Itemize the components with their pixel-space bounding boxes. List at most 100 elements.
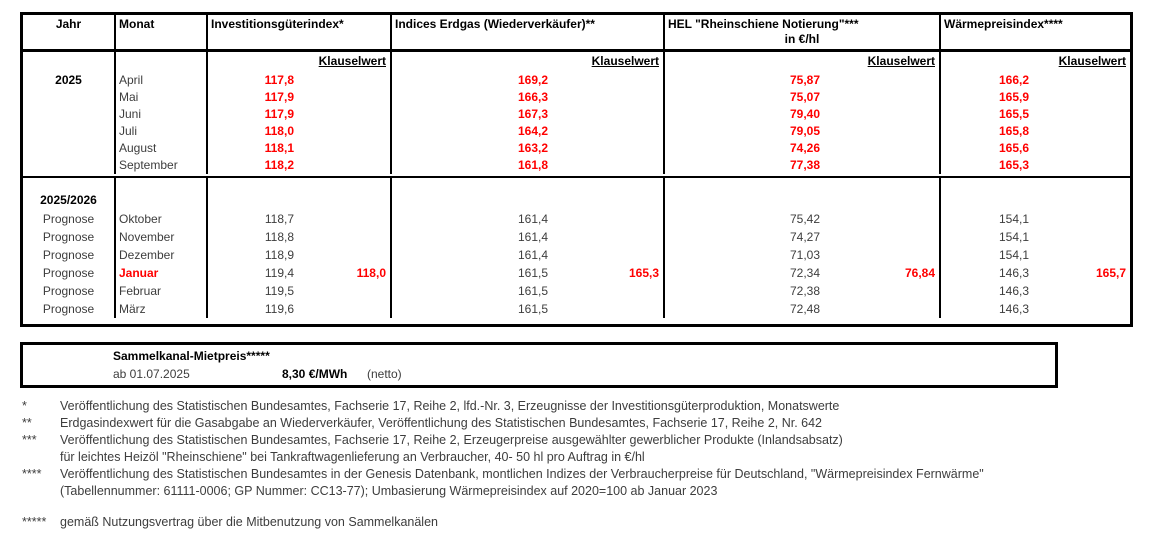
header-investitionsgueterindex: Investitionsgüterindex* — [208, 15, 392, 49]
header-hel: HEL "Rheinschiene Notierung"*** in €/hl — [665, 15, 941, 49]
invest-cell: 118,0 — [208, 123, 392, 140]
waerme-cell: 165,6 — [998, 141, 1029, 155]
hel-cell: 74,26 — [665, 140, 941, 157]
rental-price-valid-from: ab 01.07.2025 — [113, 367, 190, 381]
month-cell: Oktober — [116, 210, 208, 228]
invest-cell: 117,9 — [208, 106, 392, 123]
footnote-text: Veröffentlichung des Statistischen Bunde… — [60, 433, 843, 447]
table-row-september: September 118,2 161,8 77,38 165,3 — [23, 157, 1130, 174]
waerme-cell: 166,2 — [998, 73, 1029, 87]
footnote-text: Erdgasindexwert für die Gasabgabe an Wie… — [60, 416, 823, 430]
footnote-marker: *** — [22, 433, 37, 447]
erdgas-cell: 164,2 — [392, 123, 665, 140]
footnote-marker: * — [22, 399, 27, 413]
hel-cell: 77,38 — [665, 157, 941, 174]
footnote-marker: **** — [22, 467, 42, 481]
prognose-cell: Prognose — [23, 210, 116, 228]
hel-cell: 72,48 — [665, 300, 941, 318]
footnote-4: **** Veröffentlichung des Statistischen … — [22, 466, 1142, 483]
erdgas-cell: 167,3 — [392, 106, 665, 123]
table-row-november: Prognose November 118,8 161,4 74,27 154,… — [23, 228, 1130, 246]
invest-cell: 119,4 118,0 — [208, 264, 392, 282]
table-row-august: August 118,1 163,2 74,26 165,6 — [23, 140, 1130, 157]
hel-cell: 75,07 — [665, 89, 941, 106]
prognose-cell: Prognose — [23, 228, 116, 246]
month-cell: November — [116, 228, 208, 246]
hel-cell: 79,05 — [665, 123, 941, 140]
klauselwert-value: 76,84 — [904, 266, 935, 280]
footnote-2: ** Erdgasindexwert für die Gasabgabe an … — [22, 415, 1142, 432]
month-cell: August — [116, 140, 208, 157]
footnotes: * Veröffentlichung des Statistischen Bun… — [22, 398, 1142, 531]
month-cell: Juni — [116, 106, 208, 123]
table-row-oktober: Prognose Oktober 118,7 161,4 75,42 154,1 — [23, 210, 1130, 228]
hel-cell: 72,34 76,84 — [665, 264, 941, 282]
hel-cell: 72,38 — [665, 282, 941, 300]
header-jahr: Jahr — [23, 15, 116, 49]
footnote-text: Veröffentlichung des Statistischen Bunde… — [60, 399, 840, 413]
klauselwert-label: Klauselwert — [867, 54, 935, 68]
waerme-cell: 154,1 — [998, 212, 1029, 226]
table-row-juni: Juni 117,9 167,3 79,40 165,5 — [23, 106, 1130, 123]
prognose-cell: Prognose — [23, 282, 116, 300]
month-cell: April — [116, 72, 208, 89]
erdgas-cell: 161,4 — [392, 246, 665, 264]
erdgas-cell: 166,3 — [392, 89, 665, 106]
year-cell: 2025/2026 — [23, 191, 116, 210]
erdgas-cell: 161,4 — [392, 210, 665, 228]
footnote-text: für leichtes Heizöl "Rheinschiene" bei T… — [60, 450, 645, 464]
waerme-cell: 154,1 — [998, 248, 1029, 262]
erdgas-cell: 161,5 — [392, 282, 665, 300]
invest-cell: 118,7 — [208, 210, 392, 228]
klauselwert-header-row: Klauselwert Klauselwert Klauselwert Klau… — [23, 52, 1130, 72]
footnote-marker — [22, 483, 60, 500]
waerme-cell: 154,1 — [998, 230, 1029, 244]
waerme-cell: 146,3 165,7 — [941, 264, 1130, 282]
invest-cell: 117,8 — [208, 72, 392, 89]
rental-price-title: Sammelkanal-Mietpreis***** — [113, 349, 270, 363]
spacer-row — [23, 178, 1130, 191]
erdgas-cell: 161,5 165,3 — [392, 264, 665, 282]
waerme-cell: 165,5 — [998, 107, 1029, 121]
prognose-cell: Prognose — [23, 264, 116, 282]
month-cell: September — [116, 157, 208, 174]
table-row-februar: Prognose Februar 119,5 161,5 72,38 146,3 — [23, 282, 1130, 300]
rental-price-box: Sammelkanal-Mietpreis***** ab 01.07.2025… — [20, 342, 1058, 388]
footnote-text: (Tabellennummer: 61111-0006; GP Nummer: … — [60, 484, 718, 498]
waerme-cell: 165,3 — [998, 158, 1029, 172]
rental-price-note: (netto) — [367, 367, 402, 381]
footnote-3-continued: für leichtes Heizöl "Rheinschiene" bei T… — [22, 449, 1142, 466]
erdgas-cell: 161,8 — [392, 157, 665, 174]
erdgas-cell: 163,2 — [392, 140, 665, 157]
footnote-text: gemäß Nutzungsvertrag über die Mitbenutz… — [60, 515, 438, 529]
klauselwert-value: 165,7 — [1095, 266, 1126, 280]
month-cell: Mai — [116, 89, 208, 106]
price-index-table: Jahr Monat Investitionsgüterindex* Indic… — [20, 12, 1133, 327]
footnote-1: * Veröffentlichung des Statistischen Bun… — [22, 398, 1142, 415]
header-waermepreisindex: Wärmepreisindex**** — [944, 17, 1063, 31]
prognose-cell: Prognose — [23, 246, 116, 264]
table-row-mai: Mai 117,9 166,3 75,07 165,9 — [23, 89, 1130, 106]
footnote-marker — [22, 449, 60, 466]
klauselwert-label: Klauselwert — [1058, 54, 1126, 68]
waerme-cell: 165,9 — [998, 90, 1029, 104]
footnote-marker: ***** — [22, 515, 47, 529]
table-section-2025: Klauselwert Klauselwert Klauselwert Klau… — [23, 52, 1130, 176]
hel-cell: 71,03 — [665, 246, 941, 264]
waerme-cell: 146,3 — [998, 302, 1029, 316]
invest-cell: 118,1 — [208, 140, 392, 157]
invest-cell: 119,5 — [208, 282, 392, 300]
table-row-april: 2025 April 117,8 169,2 75,87 166,2 — [23, 72, 1130, 89]
invest-cell: 118,8 — [208, 228, 392, 246]
year-cell: 2025 — [23, 72, 116, 89]
klauselwert-value: 165,3 — [628, 266, 659, 280]
klauselwert-label: Klauselwert — [318, 54, 386, 68]
invest-cell: 119,6 — [208, 300, 392, 318]
header-erdgas: Indices Erdgas (Wiederverkäufer)** — [392, 15, 665, 49]
erdgas-cell: 161,5 — [392, 300, 665, 318]
table-section-prognose: 2025/2026 Prognose Oktober 118,7 161,4 7… — [23, 176, 1130, 324]
footnote-4-continued: (Tabellennummer: 61111-0006; GP Nummer: … — [22, 483, 1142, 500]
waerme-cell: 146,3 — [998, 284, 1029, 298]
table-header-row: Jahr Monat Investitionsgüterindex* Indic… — [23, 15, 1130, 52]
invest-cell: 118,9 — [208, 246, 392, 264]
